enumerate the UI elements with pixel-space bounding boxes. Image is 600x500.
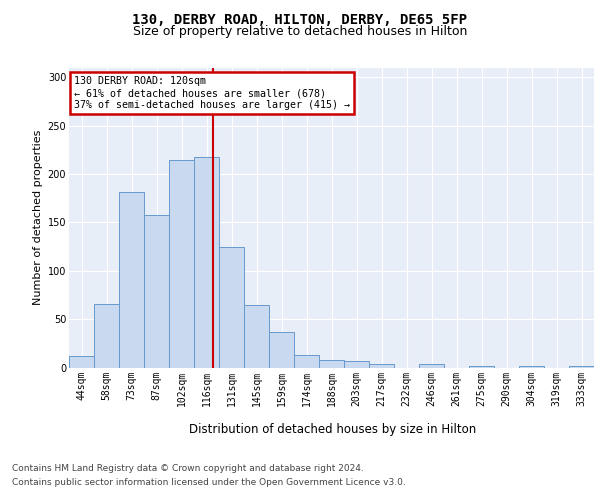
Text: Contains HM Land Registry data © Crown copyright and database right 2024.: Contains HM Land Registry data © Crown c…: [12, 464, 364, 473]
Bar: [244, 304, 269, 368]
Bar: [369, 364, 394, 368]
Bar: [119, 192, 144, 368]
Bar: [294, 355, 319, 368]
Text: Distribution of detached houses by size in Hilton: Distribution of detached houses by size …: [190, 422, 476, 436]
Bar: [319, 360, 344, 368]
Bar: [94, 304, 119, 368]
Y-axis label: Number of detached properties: Number of detached properties: [34, 130, 43, 305]
Text: 130 DERBY ROAD: 120sqm
← 61% of detached houses are smaller (678)
37% of semi-de: 130 DERBY ROAD: 120sqm ← 61% of detached…: [74, 76, 350, 110]
Bar: [344, 360, 369, 368]
Bar: [269, 332, 294, 368]
Bar: [419, 364, 444, 368]
Bar: [69, 356, 94, 368]
Bar: [519, 366, 544, 368]
Bar: [144, 214, 169, 368]
Bar: [219, 246, 244, 368]
Text: 130, DERBY ROAD, HILTON, DERBY, DE65 5FP: 130, DERBY ROAD, HILTON, DERBY, DE65 5FP: [133, 12, 467, 26]
Text: Contains public sector information licensed under the Open Government Licence v3: Contains public sector information licen…: [12, 478, 406, 487]
Text: Size of property relative to detached houses in Hilton: Size of property relative to detached ho…: [133, 25, 467, 38]
Bar: [469, 366, 494, 368]
Bar: [569, 366, 594, 368]
Bar: [169, 160, 194, 368]
Bar: [194, 156, 219, 368]
